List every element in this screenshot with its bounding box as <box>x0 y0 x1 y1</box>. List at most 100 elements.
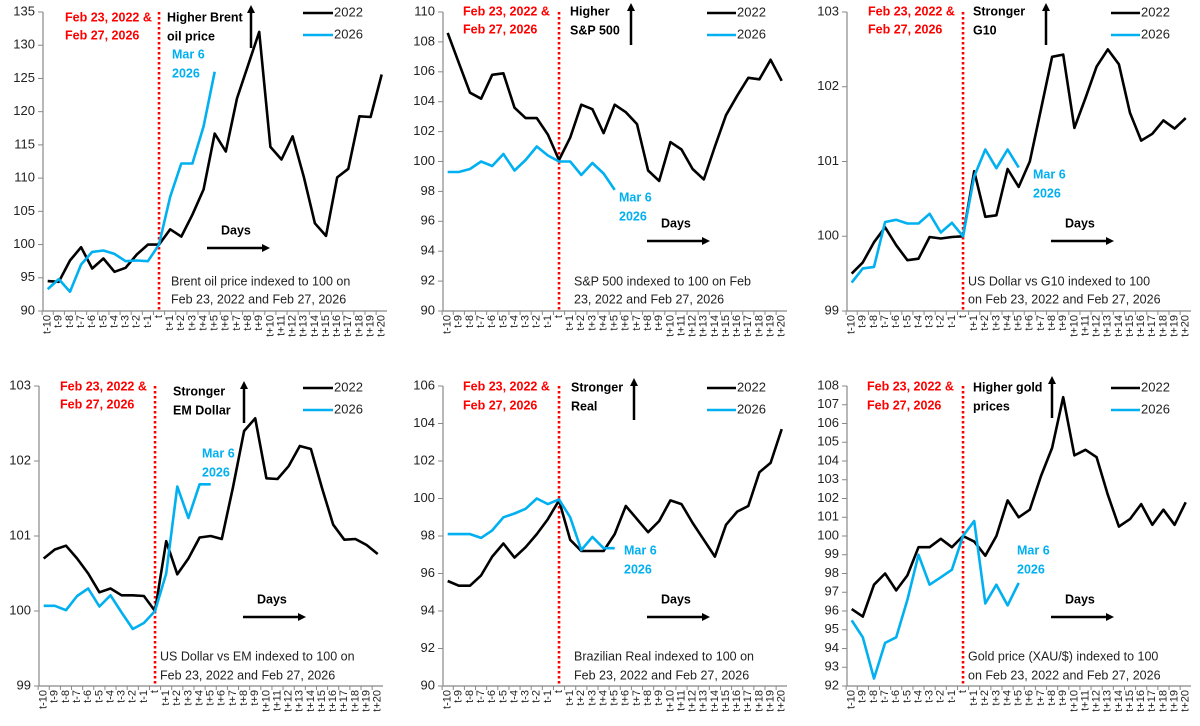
caption-line2: 23, 2022 and Feb 27, 2026 <box>574 292 724 306</box>
up-arrow-head-icon <box>627 3 635 11</box>
x-tick-label: t+13 <box>698 690 710 712</box>
y-tick-label: 106 <box>817 415 839 430</box>
x-tick-label: t+10 <box>664 690 676 712</box>
y-tick-label: 108 <box>817 377 839 392</box>
x-tick-label: t-1 <box>946 690 958 703</box>
y-tick-label: 101 <box>817 509 839 524</box>
x-tick-label: t+17 <box>742 690 754 712</box>
x-tick-label: t+15 <box>316 690 328 712</box>
x-tick-label: t-7 <box>475 315 487 328</box>
right-arrow-head-icon <box>298 613 306 621</box>
x-tick-label: t-8 <box>60 690 72 703</box>
x-tick-label: t+7 <box>1035 315 1047 331</box>
days-label: Days <box>257 592 287 606</box>
x-tick-label: t+16 <box>1135 315 1147 337</box>
series-line-2026 <box>447 145 616 191</box>
x-tick-label: t-1 <box>946 315 958 328</box>
x-tick-label: t+1 <box>164 315 176 331</box>
legend-label-2026: 2026 <box>1141 26 1170 41</box>
x-tick-label: t+1 <box>968 690 980 706</box>
x-tick-label: t+18 <box>753 315 765 337</box>
y-tick-label: 104 <box>413 415 435 430</box>
right-arrow-head-icon <box>702 237 710 245</box>
x-tick-label: t+8 <box>1046 690 1058 706</box>
x-tick-label: t+3 <box>186 315 198 331</box>
x-tick-label: t-2 <box>127 690 139 703</box>
x-tick-label: t-10 <box>846 315 858 334</box>
y-tick-label: 106 <box>413 63 435 78</box>
x-tick-label: t+19 <box>1168 315 1180 337</box>
y-tick-label: 100 <box>13 236 35 251</box>
up-arrow-head-icon <box>1042 3 1050 11</box>
x-tick-label: t+7 <box>631 315 643 331</box>
x-tick-label: t-9 <box>857 690 869 703</box>
x-tick-label: t+11 <box>271 690 283 711</box>
y-tick-label: 100 <box>413 153 435 168</box>
x-tick-label: t-4 <box>912 315 924 328</box>
y-tick-label: 102 <box>413 123 435 138</box>
y-tick-label: 100 <box>9 602 31 617</box>
x-tick-label: t-6 <box>486 315 498 328</box>
latest-date-label-line1: Mar 6 <box>202 446 235 460</box>
y-tick-label: 99 <box>825 546 839 561</box>
x-tick-label: t-1 <box>142 315 154 328</box>
event-label-line2: Feb 27, 2026 <box>60 397 134 411</box>
x-tick-label: t+18 <box>353 315 365 337</box>
x-tick-label: t+6 <box>1024 315 1036 331</box>
y-tick-label: 99 <box>17 677 31 692</box>
x-tick-label: t+18 <box>1157 315 1169 337</box>
x-tick-label: t+4 <box>597 690 609 706</box>
direction-label-line2: S&P 500 <box>570 23 620 37</box>
days-label: Days <box>661 592 691 606</box>
x-tick-label: t+10 <box>1068 315 1080 337</box>
y-tick-label: 99 <box>825 302 839 317</box>
x-tick-label: t+14 <box>709 315 721 337</box>
x-tick-label: t-6 <box>486 690 498 703</box>
x-tick-label: t+15 <box>320 315 332 337</box>
series-line-2022 <box>47 30 383 284</box>
x-tick-label: t+15 <box>720 690 732 712</box>
x-tick-label: t-1 <box>138 690 150 703</box>
x-tick-label: t+12 <box>687 690 699 712</box>
x-tick-label: t+8 <box>642 690 654 706</box>
x-tick-label: t-2 <box>935 315 947 328</box>
y-tick-label: 110 <box>414 3 435 18</box>
x-tick-label: t+14 <box>709 690 721 712</box>
x-tick-label: t <box>153 315 165 318</box>
y-tick-label: 94 <box>825 640 839 655</box>
y-tick-label: 104 <box>413 93 435 108</box>
x-tick-label: t-9 <box>453 690 465 703</box>
series-line-2026 <box>43 483 211 631</box>
event-label-line2: Feb 27, 2026 <box>868 22 942 36</box>
y-tick-label: 90 <box>421 302 435 317</box>
legend-label-2026: 2026 <box>1141 401 1170 416</box>
x-tick-label: t+20 <box>376 315 388 337</box>
caption-line1: Brent oil price indexed to 100 on <box>171 274 350 288</box>
y-tick-label: 98 <box>421 527 435 542</box>
event-label-line1: Feb 23, 2022 & <box>65 10 152 24</box>
caption-line1: Brazilian Real indexed to 100 on <box>574 649 754 663</box>
right-arrow-head-icon <box>1106 237 1114 245</box>
x-tick-label: t+2 <box>171 690 183 706</box>
y-tick-label: 92 <box>825 677 839 692</box>
up-arrow-head-icon <box>630 378 638 386</box>
x-tick-label: t+7 <box>631 690 643 706</box>
y-tick-label: 98 <box>421 183 435 198</box>
y-tick-label: 90 <box>21 302 35 317</box>
series-line-2022 <box>447 428 783 587</box>
event-label-line2: Feb 27, 2026 <box>463 22 537 36</box>
x-tick-label: t-8 <box>464 315 476 328</box>
x-tick-label: t+9 <box>249 690 261 706</box>
y-tick-label: 94 <box>421 243 435 258</box>
x-tick-label: t+16 <box>331 315 343 337</box>
y-tick-label: 90 <box>421 677 435 692</box>
up-arrow-head-icon <box>240 381 248 389</box>
x-tick-label: t-10 <box>42 315 54 334</box>
x-tick-label: t+12 <box>283 690 295 712</box>
x-tick-label: t+7 <box>231 315 243 331</box>
direction-label-line2: Real <box>571 399 597 413</box>
x-tick-label: t+8 <box>238 690 250 706</box>
x-tick-label: t+12 <box>687 315 699 337</box>
x-tick-label: t+7 <box>1035 690 1047 706</box>
